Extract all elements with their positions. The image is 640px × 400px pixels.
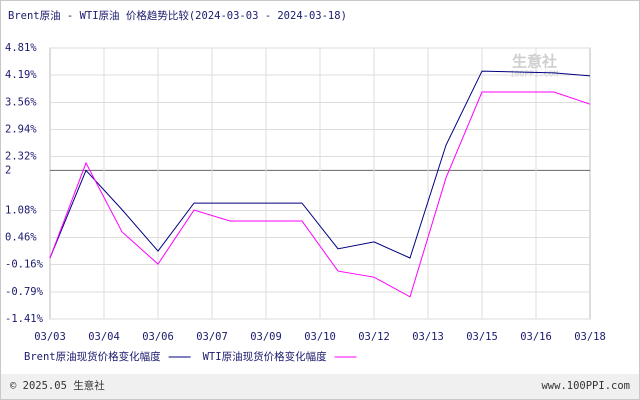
x-tick-label: 03/07 <box>196 331 228 343</box>
x-tick-label: 03/16 <box>520 331 552 343</box>
y-tick-label: 2 <box>5 164 11 176</box>
x-tick-label: 03/15 <box>466 331 498 343</box>
y-tick-label: 0.46% <box>5 232 37 244</box>
y-tick-label: 2.94% <box>5 123 37 135</box>
watermark: 生意社 <box>512 53 557 71</box>
x-tick-label: 03/03 <box>34 331 66 343</box>
footer-right: www.100PPI.com <box>541 380 630 392</box>
y-tick-label: 1.08% <box>5 205 37 217</box>
y-tick-label: -1.41% <box>5 313 44 325</box>
y-tick-label: -0.79% <box>5 286 44 298</box>
watermark-url: 100PPI.COM <box>510 70 558 79</box>
x-tick-label: 03/10 <box>304 331 336 343</box>
y-tick-label: -0.16% <box>5 259 44 271</box>
y-tick-label: 3.56% <box>5 96 37 108</box>
series-line <box>49 91 591 298</box>
chart-title: Brent原油 - WTI原油 价格趋势比较(2024-03-03 - 2024… <box>8 9 347 22</box>
series-line <box>49 70 591 259</box>
x-tick-label: 03/09 <box>250 331 282 343</box>
footer-band <box>1 374 639 399</box>
legend-label: WTI原油现货价格变化幅度 <box>203 350 327 363</box>
y-tick-label: 4.81% <box>5 42 37 54</box>
x-tick-label: 03/18 <box>574 331 606 343</box>
legend-label: Brent原油现货价格变化幅度 <box>24 350 161 363</box>
y-tick-label: 4.19% <box>5 69 37 81</box>
x-tick-label: 03/12 <box>358 331 390 343</box>
footer-left: © 2025.05 生意社 <box>10 379 105 392</box>
y-tick-label: 2.32% <box>5 150 37 162</box>
x-tick-label: 03/13 <box>412 331 444 343</box>
x-tick-label: 03/04 <box>88 331 120 343</box>
x-tick-label: 03/06 <box>142 331 174 343</box>
